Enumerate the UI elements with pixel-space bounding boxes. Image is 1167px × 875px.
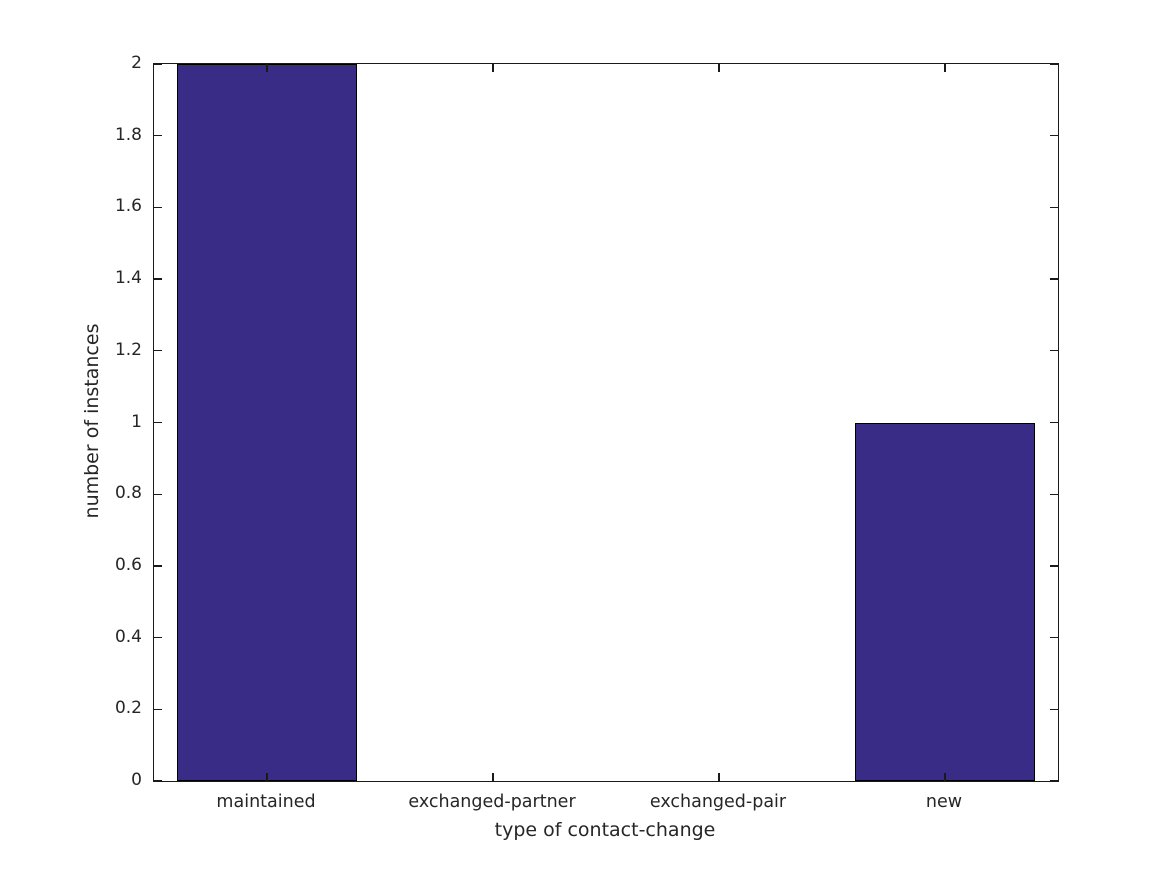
- y-tick-right: [1050, 135, 1058, 137]
- y-tick-label: 0.2: [114, 698, 142, 719]
- y-tick-left: [154, 708, 162, 710]
- y-tick-label: 0.8: [114, 483, 142, 504]
- y-tick-left: [154, 206, 162, 209]
- y-tick-left: [154, 421, 162, 424]
- y-tick-label: 0.6: [114, 554, 142, 575]
- x-tick-top: [266, 64, 268, 72]
- plot-area: [153, 63, 1059, 782]
- bar-new: [854, 422, 1036, 781]
- y-tick-right: [1050, 708, 1058, 710]
- y-tick-label: 0.4: [114, 626, 142, 647]
- y-tick-right: [1050, 206, 1058, 209]
- y-tick-right: [1050, 63, 1058, 65]
- x-tick-bottom: [266, 773, 268, 781]
- x-tick-top: [492, 64, 494, 72]
- x-tick-bottom: [492, 773, 494, 781]
- y-tick-left: [154, 636, 162, 639]
- y-tick-left: [154, 350, 162, 352]
- y-tick-label: 1.4: [114, 268, 142, 289]
- y-tick-left: [154, 278, 162, 280]
- y-tick-left: [154, 780, 162, 782]
- y-tick-right: [1050, 565, 1058, 567]
- bar-maintained: [176, 64, 358, 781]
- y-tick-right: [1050, 780, 1058, 782]
- y-tick-left: [154, 565, 162, 567]
- y-tick-right: [1050, 278, 1058, 280]
- y-tick-label: 1.2: [114, 339, 142, 360]
- y-tick-label: 2: [131, 53, 142, 73]
- y-tick-right: [1050, 421, 1058, 424]
- x-tick-label-exchanged-partner: exchanged-partner: [408, 792, 576, 812]
- y-tick-left: [154, 63, 162, 65]
- y-tick-right: [1050, 636, 1058, 639]
- x-tick-bottom: [944, 773, 946, 781]
- x-tick-label-new: new: [925, 792, 963, 812]
- x-tick-top: [944, 64, 946, 72]
- x-tick-label-maintained: maintained: [216, 792, 316, 812]
- y-tick-label: 1: [131, 411, 142, 432]
- y-tick-label: 1.6: [114, 196, 142, 217]
- y-tick-left: [154, 493, 162, 495]
- x-tick-top: [718, 64, 720, 72]
- y-tick-right: [1050, 493, 1058, 495]
- y-tick-label: 1.8: [114, 124, 142, 145]
- y-tick-left: [154, 135, 162, 137]
- x-tick-label-exchanged-pair: exchanged-pair: [649, 792, 787, 812]
- y-tick-label: 0: [131, 770, 142, 790]
- y-tick-right: [1050, 350, 1058, 352]
- x-tick-bottom: [718, 773, 720, 781]
- x-axis-label: type of contact-change: [494, 819, 716, 841]
